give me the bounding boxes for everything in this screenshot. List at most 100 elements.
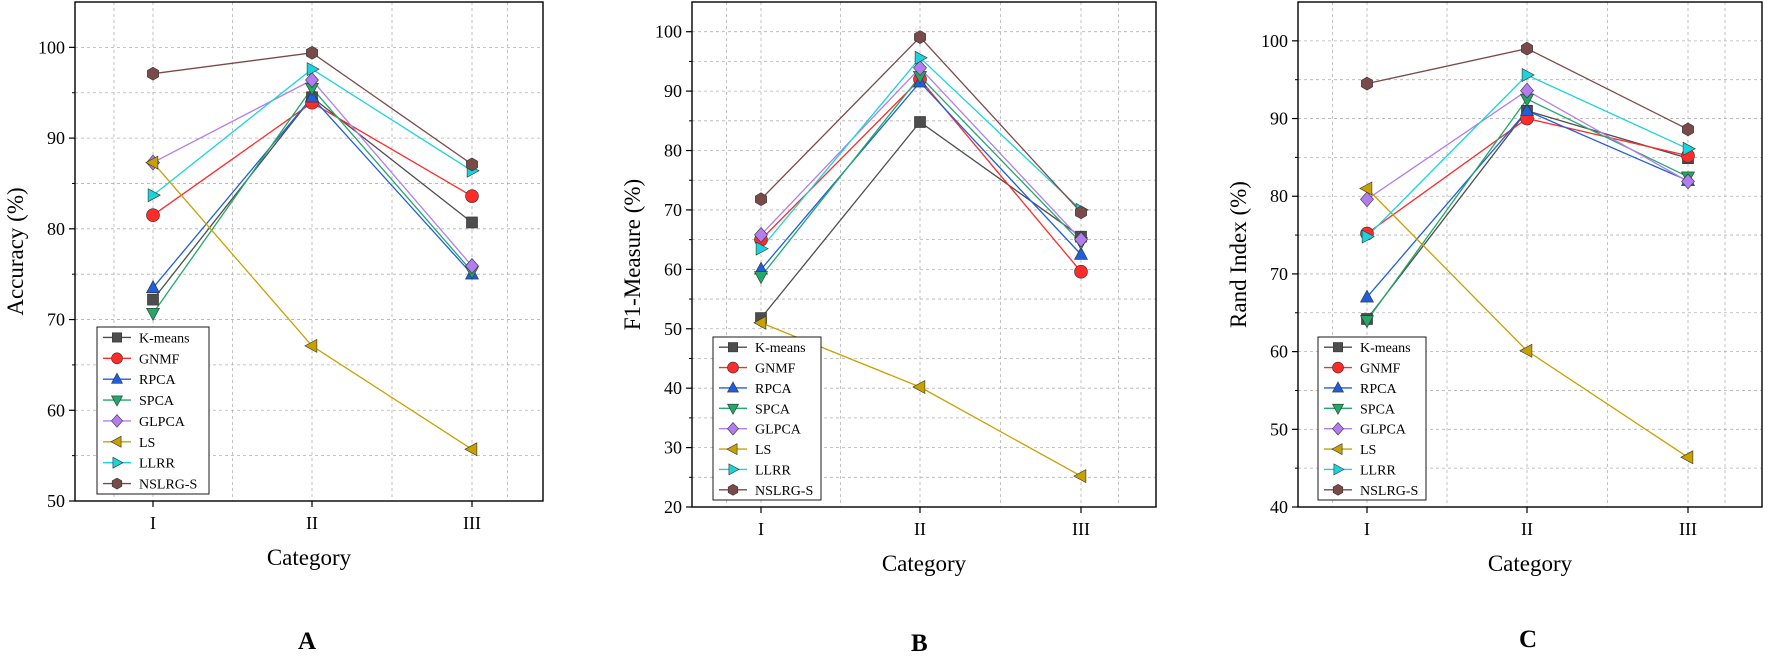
data-point-gnmf <box>1074 264 1088 279</box>
x-tick-label: III <box>463 513 481 533</box>
legend-marker <box>726 403 740 416</box>
data-point-nslrg-s <box>1361 76 1373 91</box>
y-tick-label: 60 <box>664 259 682 279</box>
data-point-ls <box>1359 181 1373 196</box>
legend: K-means GNMF RPCA SPCA GLPCA LS LLRR NSLRG-S <box>1317 336 1427 501</box>
legend-marker <box>727 421 739 436</box>
y-axis-title: F1-Measure (%) <box>620 179 645 330</box>
legend-label: GNMF <box>1360 362 1401 377</box>
y-axis-title: Accuracy (%) <box>3 187 28 315</box>
x-tick-label: II <box>306 513 318 533</box>
legend-label: K-means <box>1360 341 1411 356</box>
legend-marker <box>112 332 122 343</box>
data-point-gnmf <box>146 208 160 223</box>
data-point-ls <box>1680 450 1694 465</box>
legend-marker <box>727 361 739 374</box>
legend-label: RPCA <box>1360 382 1397 397</box>
y-axis-title: Rand Index (%) <box>1226 181 1251 328</box>
x-tick-label: I <box>1364 519 1370 539</box>
data-point-ls <box>753 315 767 330</box>
x-tick-label: III <box>1072 519 1090 539</box>
data-point-rpca <box>1359 289 1375 303</box>
x-tick-label: III <box>1679 519 1697 539</box>
y-tick-label: 90 <box>1270 109 1288 129</box>
data-point-llrr <box>914 50 928 65</box>
legend-label: NSLRG-S <box>1360 484 1418 499</box>
legend-label: RPCA <box>139 373 176 388</box>
legend-label: LS <box>139 436 155 451</box>
legend-marker <box>112 456 124 469</box>
y-tick-label: 90 <box>47 128 65 148</box>
data-point-k-means <box>914 116 926 128</box>
data-point-nslrg-s <box>466 157 478 172</box>
y-tick-label: 50 <box>47 491 65 511</box>
legend-marker <box>111 414 123 428</box>
legend-marker <box>727 483 739 496</box>
y-tick-label: 40 <box>664 378 682 398</box>
legend-label: GLPCA <box>755 423 802 438</box>
data-point-rpca <box>145 279 161 294</box>
legend-marker <box>728 463 740 476</box>
legend: K-means GNMF RPCA SPCA GLPCA LS LLRR NSLRG-S <box>712 336 822 501</box>
legend-marker <box>1333 463 1345 476</box>
data-point-nslrg-s <box>1075 205 1087 220</box>
data-point-ls <box>304 338 318 353</box>
data-point-ls <box>1073 469 1087 484</box>
legend-label: K-means <box>139 331 190 346</box>
data-point-ls <box>1519 343 1533 358</box>
legend-marker <box>110 435 122 448</box>
legend-marker <box>1332 361 1344 374</box>
data-point-nslrg-s <box>306 45 318 60</box>
data-point-nslrg-s <box>1521 41 1533 56</box>
y-tick-label: 30 <box>664 438 682 458</box>
data-point-glpca <box>754 226 768 243</box>
data-point-glpca <box>305 72 319 88</box>
legend-marker <box>726 443 738 456</box>
data-point-nslrg-s <box>1682 122 1694 137</box>
y-tick-label: 40 <box>1270 497 1288 517</box>
y-tick-label: 100 <box>655 22 682 42</box>
legend-marker <box>110 395 124 407</box>
legend-label: K-means <box>755 341 806 356</box>
data-point-k-means <box>147 293 159 306</box>
legend-label: SPCA <box>139 394 175 409</box>
data-point-glpca <box>1360 191 1374 208</box>
y-tick-label: 90 <box>664 81 682 101</box>
x-axis-title: Category <box>1488 551 1573 576</box>
y-tick-label: 80 <box>47 219 65 239</box>
data-point-llrr <box>1682 141 1696 156</box>
y-tick-label: 50 <box>1270 419 1288 439</box>
y-tick-label: 20 <box>664 497 682 517</box>
x-axis-title: Category <box>267 545 352 570</box>
axes-frame <box>1297 1 1763 508</box>
panel-label-a: A <box>298 628 317 655</box>
legend-marker <box>1331 381 1345 393</box>
data-point-rpca <box>1519 102 1535 116</box>
data-point-llrr <box>147 188 161 203</box>
legend-marker <box>1332 483 1344 496</box>
x-tick-label: II <box>914 519 926 539</box>
legend-label: SPCA <box>1360 402 1396 417</box>
panel-label-c: C <box>1519 626 1538 653</box>
legend-label: NSLRG-S <box>139 478 197 493</box>
x-tick-label: I <box>150 513 156 533</box>
data-point-rpca <box>1073 246 1089 260</box>
legend-marker <box>1333 342 1343 353</box>
y-tick-label: 80 <box>1270 186 1288 206</box>
legend-label: GLPCA <box>1360 423 1407 438</box>
data-point-nslrg-s <box>914 30 926 44</box>
axes-frame <box>74 1 544 502</box>
legend-label: LS <box>1360 443 1376 458</box>
y-tick-label: 60 <box>47 400 65 420</box>
legend-label: GNMF <box>755 362 796 377</box>
legend-marker <box>111 477 123 490</box>
data-point-glpca <box>913 60 927 76</box>
data-point-gnmf <box>465 189 479 203</box>
data-point-rpca <box>304 89 320 103</box>
legend-label: NSLRG-S <box>755 484 813 499</box>
y-tick-label: 70 <box>47 310 65 330</box>
